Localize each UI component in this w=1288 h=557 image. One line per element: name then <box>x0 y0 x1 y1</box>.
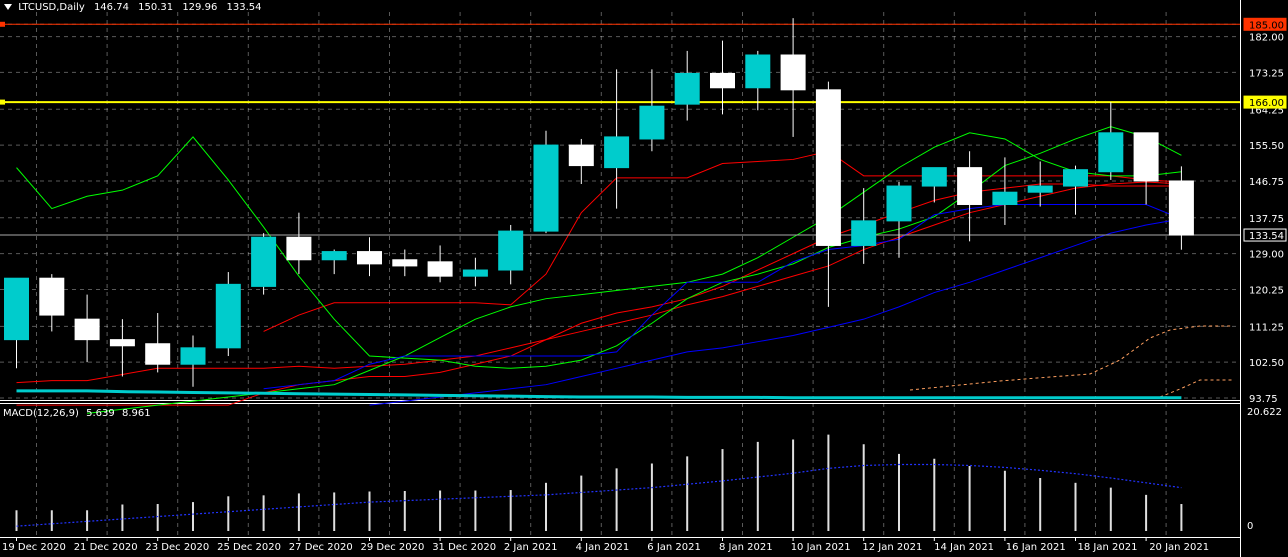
price-tick-label: 146.75 <box>1249 177 1284 188</box>
time-tick-label: 10 Jan 2021 <box>791 542 851 553</box>
candle-body <box>39 277 65 316</box>
symbol-label: LTCUSD,Daily <box>18 2 85 13</box>
candle-body <box>957 167 983 205</box>
price-marker-label: 133.54 <box>1249 231 1284 242</box>
candle-body <box>4 277 29 341</box>
price-tick-label: 173.25 <box>1249 68 1284 79</box>
price-marker <box>1243 17 1287 31</box>
price-tick-label: 102.50 <box>1249 358 1284 369</box>
candle-body <box>357 251 382 265</box>
candle-body <box>215 283 241 349</box>
candle-body <box>639 105 665 140</box>
macd-tick-label: 20.622 <box>1247 407 1282 418</box>
macd-signal-line <box>16 463 1182 527</box>
price-marker-label: 166.00 <box>1249 98 1284 109</box>
candle-body <box>286 236 312 261</box>
time-tick-label: 4 Jan 2021 <box>576 542 630 553</box>
price-tick-label: 182.00 <box>1249 33 1284 44</box>
price-marker-label: 185.00 <box>1249 20 1284 31</box>
price-tick-label: 129.00 <box>1249 250 1284 261</box>
price-tick-label: 155.50 <box>1249 141 1284 152</box>
high-value: 150.31 <box>138 2 174 13</box>
candle-body <box>745 54 771 89</box>
candle-body <box>886 185 912 222</box>
indicator-line <box>369 218 1182 406</box>
chevron-down-icon[interactable] <box>4 4 12 10</box>
price-tick-label: 111.25 <box>1249 322 1284 333</box>
candle-body <box>74 318 100 341</box>
price-tick-label: 164.25 <box>1249 105 1284 116</box>
close-value: 133.54 <box>226 2 262 13</box>
candle-body <box>815 89 841 246</box>
open-value: 146.74 <box>93 2 129 13</box>
time-tick-label: 27 Dec 2020 <box>289 542 353 553</box>
line-handle <box>0 21 5 27</box>
time-tick-label: 16 Jan 2021 <box>1006 542 1066 553</box>
candle-body <box>392 259 418 267</box>
candle-body <box>533 144 559 232</box>
time-tick-label: 21 Dec 2020 <box>74 542 138 553</box>
time-tick-label: 20 Jan 2021 <box>1149 542 1209 553</box>
candle-body <box>251 236 277 287</box>
candle-body <box>427 261 453 277</box>
indicator-line <box>16 181 1182 384</box>
candle-body <box>1098 132 1124 173</box>
macd-tick-label: 0 <box>1247 521 1253 532</box>
candle-body <box>180 347 206 365</box>
time-tick-label: 18 Jan 2021 <box>1078 542 1138 553</box>
indicator-line <box>263 203 1182 390</box>
macd-main-value: 5.639 <box>86 408 115 419</box>
line-handle <box>0 99 5 105</box>
macd-label: MACD(12,26,9) <box>3 408 79 419</box>
candle-body <box>992 191 1018 205</box>
price-tick-label: 137.75 <box>1249 214 1284 225</box>
time-tick-label: 2 Jan 2021 <box>504 542 558 553</box>
time-tick-label: 8 Jan 2021 <box>719 542 773 553</box>
indicator-line <box>263 150 1182 332</box>
indicator-line <box>16 183 1182 406</box>
indicator-line <box>16 389 1182 400</box>
time-tick-label: 29 Dec 2020 <box>361 542 425 553</box>
price-tick-label: 120.25 <box>1249 285 1284 296</box>
candle-body <box>321 251 347 261</box>
time-tick-label: 12 Jan 2021 <box>862 542 922 553</box>
chart-header: LTCUSD,Daily 146.74 150.31 129.96 133.54 <box>4 2 268 13</box>
candle-body <box>145 343 171 365</box>
candle-body <box>1133 132 1159 182</box>
candle-body <box>498 230 524 271</box>
candle-body <box>1027 185 1053 193</box>
price-tick-label: 93.75 <box>1249 394 1278 405</box>
price-marker <box>1243 95 1287 109</box>
time-tick-label: 23 Dec 2020 <box>145 542 209 553</box>
candle-body <box>109 339 135 347</box>
candle-body <box>674 72 700 105</box>
candle-body <box>604 136 630 169</box>
candle-body <box>568 144 594 167</box>
candle-body <box>921 167 947 187</box>
candle-body <box>710 72 735 89</box>
time-tick-label: 31 Dec 2020 <box>432 542 496 553</box>
time-tick-label: 6 Jan 2021 <box>647 542 701 553</box>
candle-body <box>780 54 806 91</box>
time-tick-label: 25 Dec 2020 <box>217 542 281 553</box>
macd-signal-value: 8.961 <box>121 408 151 419</box>
macd-header: MACD(12,26,9) 5.639 8.961 <box>3 408 155 419</box>
candle-body <box>462 269 488 277</box>
candle-body <box>851 220 877 246</box>
price-marker <box>1243 228 1287 242</box>
candle-body <box>1063 169 1088 187</box>
time-tick-label: 14 Jan 2021 <box>934 542 994 553</box>
indicator-line <box>16 126 1182 369</box>
candle-body <box>1168 180 1194 236</box>
time-tick-label: 19 Dec 2020 <box>2 542 66 553</box>
low-value: 129.96 <box>182 2 218 13</box>
